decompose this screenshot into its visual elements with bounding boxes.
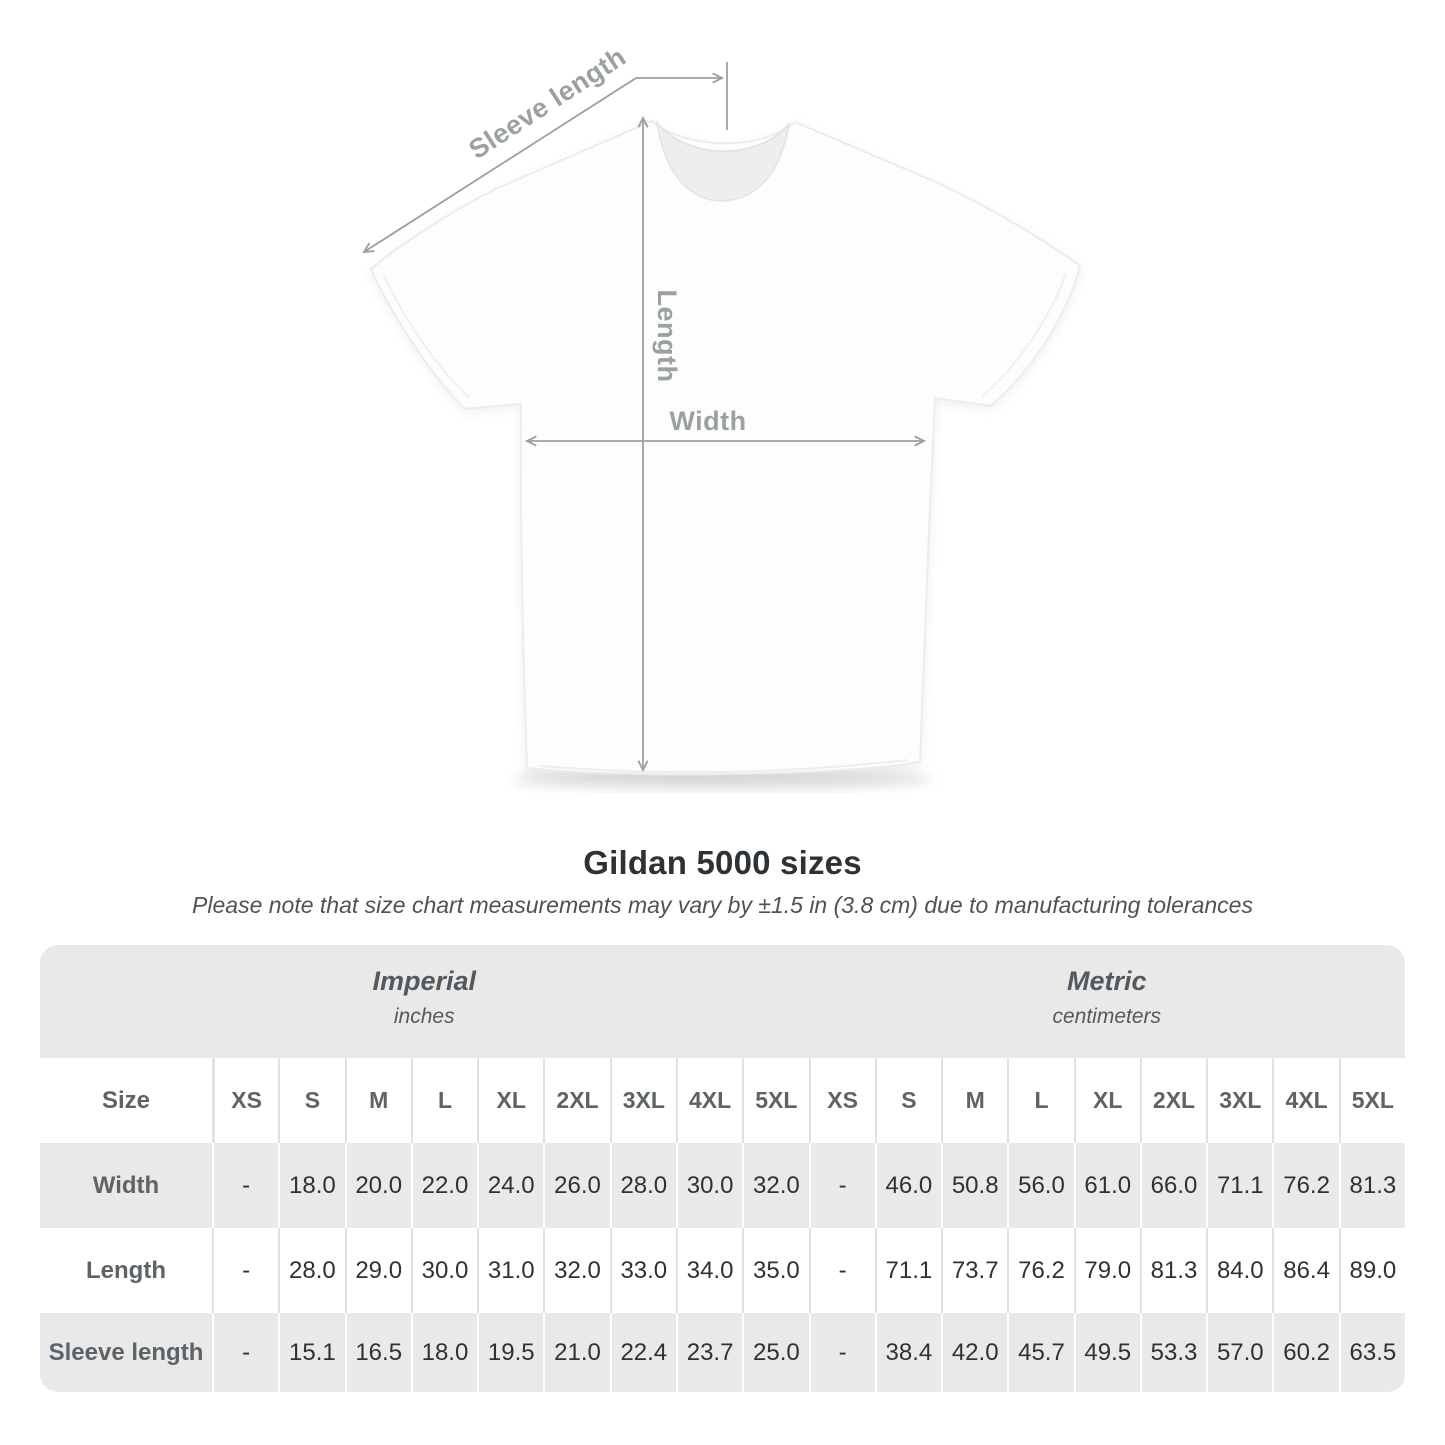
tshirt-left-cuff-seam bbox=[383, 274, 471, 399]
size-col-metric-4xl: 4XL bbox=[1272, 1058, 1339, 1143]
value-cell: 24.0 bbox=[477, 1143, 544, 1228]
value-cell: 63.5 bbox=[1338, 1313, 1405, 1392]
value-cell: 81.3 bbox=[1139, 1228, 1207, 1313]
value-cell: 46.0 bbox=[874, 1143, 942, 1228]
value-cell: - bbox=[212, 1228, 279, 1313]
sleeve-length-diagonal-arrow bbox=[362, 77, 637, 254]
unit-group-unit: inches bbox=[393, 1005, 455, 1028]
shirt-measurement-diagram: Sleeve length Length Width bbox=[362, 41, 1082, 789]
size-col-metric-xl: XL bbox=[1073, 1058, 1140, 1143]
value-cell: 49.5 bbox=[1073, 1313, 1140, 1392]
value-cell: 25.0 bbox=[742, 1313, 809, 1392]
unit-group-label: Imperial bbox=[372, 966, 477, 996]
value-cell: 20.0 bbox=[344, 1143, 411, 1228]
size-col-metric-3xl: 3XL bbox=[1206, 1058, 1273, 1143]
tshirt-right-cuff-seam bbox=[981, 272, 1067, 397]
value-cell: 76.2 bbox=[1272, 1143, 1339, 1228]
value-cell: - bbox=[212, 1143, 279, 1228]
value-cell: 22.0 bbox=[410, 1143, 478, 1228]
value-cell: 71.1 bbox=[874, 1228, 942, 1313]
unit-group-imperial: Imperial inches bbox=[40, 945, 809, 1058]
size-col-imperial-l: L bbox=[410, 1058, 478, 1143]
value-cell: 19.5 bbox=[477, 1313, 544, 1392]
size-col-imperial-s: S bbox=[278, 1058, 345, 1143]
size-col-imperial-3xl: 3XL bbox=[609, 1058, 676, 1143]
row-label-width: Width bbox=[40, 1143, 212, 1228]
size-col-imperial-xl: XL bbox=[477, 1058, 544, 1143]
value-cell: 61.0 bbox=[1073, 1143, 1140, 1228]
value-cell: 18.0 bbox=[278, 1143, 345, 1228]
value-cell: 42.0 bbox=[941, 1313, 1008, 1392]
size-col-imperial-m: M bbox=[344, 1058, 411, 1143]
value-cell: 21.0 bbox=[543, 1313, 610, 1392]
value-cell: - bbox=[808, 1313, 875, 1392]
value-cell: 26.0 bbox=[543, 1143, 610, 1228]
value-cell: 45.7 bbox=[1007, 1313, 1074, 1392]
value-cell: 32.0 bbox=[742, 1143, 809, 1228]
value-cell: 34.0 bbox=[675, 1228, 743, 1313]
size-col-metric-5xl: 5XL bbox=[1338, 1058, 1405, 1143]
width-label: Width bbox=[669, 406, 746, 436]
value-cell: 16.5 bbox=[344, 1313, 411, 1392]
value-cell: 81.3 bbox=[1338, 1143, 1405, 1228]
page-subtitle: Please note that size chart measurements… bbox=[192, 892, 1253, 918]
value-cell: 18.0 bbox=[410, 1313, 478, 1392]
value-cell: 22.4 bbox=[609, 1313, 676, 1392]
dimension-lines bbox=[362, 62, 927, 773]
value-cell: 86.4 bbox=[1272, 1228, 1339, 1313]
value-cell: 57.0 bbox=[1206, 1313, 1273, 1392]
value-cell: 76.2 bbox=[1007, 1228, 1074, 1313]
value-cell: 79.0 bbox=[1073, 1228, 1140, 1313]
row-label-sleeve-length: Sleeve length bbox=[40, 1313, 212, 1392]
value-cell: 60.2 bbox=[1272, 1313, 1339, 1392]
value-cell: 73.7 bbox=[941, 1228, 1008, 1313]
value-cell: 56.0 bbox=[1007, 1143, 1074, 1228]
value-cell: 30.0 bbox=[675, 1143, 743, 1228]
value-cell: 32.0 bbox=[543, 1228, 610, 1313]
value-cell: 28.0 bbox=[278, 1228, 345, 1313]
row-label-length: Length bbox=[40, 1228, 212, 1313]
value-cell: 50.8 bbox=[941, 1143, 1008, 1228]
value-cell: 66.0 bbox=[1139, 1143, 1207, 1228]
tshirt-illustration bbox=[369, 119, 1082, 776]
value-cell: 35.0 bbox=[742, 1228, 809, 1313]
unit-group-unit: centimeters bbox=[1052, 1005, 1162, 1028]
length-label: Length bbox=[652, 290, 682, 383]
value-cell: - bbox=[212, 1313, 279, 1392]
size-col-metric-s: S bbox=[874, 1058, 942, 1143]
size-table: Imperial inches Metric centimeters Size XS S M L… bbox=[40, 945, 1405, 1392]
size-col-metric-l: L bbox=[1007, 1058, 1074, 1143]
value-cell: 33.0 bbox=[609, 1228, 676, 1313]
size-header-cell: Size bbox=[40, 1058, 212, 1143]
value-cell: 71.1 bbox=[1206, 1143, 1273, 1228]
size-col-imperial-2xl: 2XL bbox=[543, 1058, 610, 1143]
value-cell: - bbox=[808, 1228, 875, 1313]
page-title: Gildan 5000 sizes bbox=[583, 844, 862, 881]
value-cell: 23.7 bbox=[675, 1313, 743, 1392]
tshirt-collar-seam bbox=[656, 122, 790, 152]
size-col-metric-xs: XS bbox=[808, 1058, 875, 1143]
tshirt-hem-seam bbox=[539, 759, 908, 774]
size-col-metric-2xl: 2XL bbox=[1139, 1058, 1207, 1143]
size-col-imperial-4xl: 4XL bbox=[675, 1058, 743, 1143]
value-cell: 84.0 bbox=[1206, 1228, 1273, 1313]
tshirt-body bbox=[369, 119, 1082, 776]
value-cell: 28.0 bbox=[609, 1143, 676, 1228]
value-cell: 89.0 bbox=[1338, 1228, 1405, 1313]
value-cell: 38.4 bbox=[874, 1313, 942, 1392]
shirt-diagram-svg: Sleeve length Length Width bbox=[362, 41, 1082, 789]
size-col-imperial-xs: XS bbox=[212, 1058, 279, 1143]
size-col-metric-m: M bbox=[941, 1058, 1008, 1143]
value-cell: 31.0 bbox=[477, 1228, 544, 1313]
value-cell: 29.0 bbox=[344, 1228, 411, 1313]
size-col-imperial-5xl: 5XL bbox=[742, 1058, 809, 1143]
unit-group-label: Metric bbox=[1066, 966, 1147, 996]
unit-group-metric: Metric centimeters bbox=[808, 945, 1405, 1058]
value-cell: 15.1 bbox=[278, 1313, 345, 1392]
value-cell: 53.3 bbox=[1139, 1313, 1207, 1392]
value-cell: 30.0 bbox=[410, 1228, 478, 1313]
value-cell: - bbox=[808, 1143, 875, 1228]
